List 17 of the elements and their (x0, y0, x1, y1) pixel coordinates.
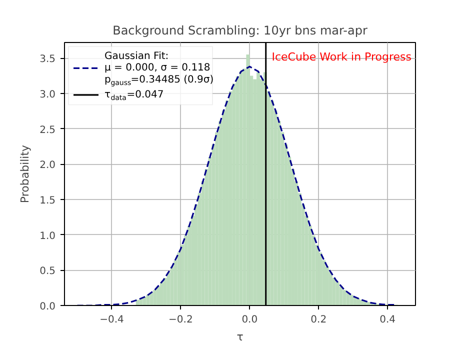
y-tick-label: 2.5 (40, 124, 56, 136)
y-tick-label: 3.5 (40, 54, 56, 66)
y-tick-label: 0.5 (40, 266, 56, 278)
x-tick-label: −0.2 (168, 314, 193, 326)
y-tick-label: 1.0 (40, 230, 56, 242)
y-tick-label: 2.0 (40, 160, 56, 172)
x-tick-label: 0.4 (380, 314, 396, 326)
y-axis-title: Probability (18, 144, 32, 204)
x-axis-title: τ (236, 330, 244, 344)
y-tick-label: 0.0 (40, 302, 56, 312)
y-tick-label: 3.0 (40, 89, 56, 100)
x-tick-label: 0.0 (242, 314, 258, 326)
x-tick-label: 0.2 (310, 314, 327, 326)
annotation: IceCube Work in Progress (272, 50, 412, 64)
chart-title: Background Scrambling: 10yr bns mar-apr (112, 24, 368, 38)
y-tick-label: 1.5 (40, 195, 56, 206)
x-tick-label: −0.4 (100, 314, 124, 326)
